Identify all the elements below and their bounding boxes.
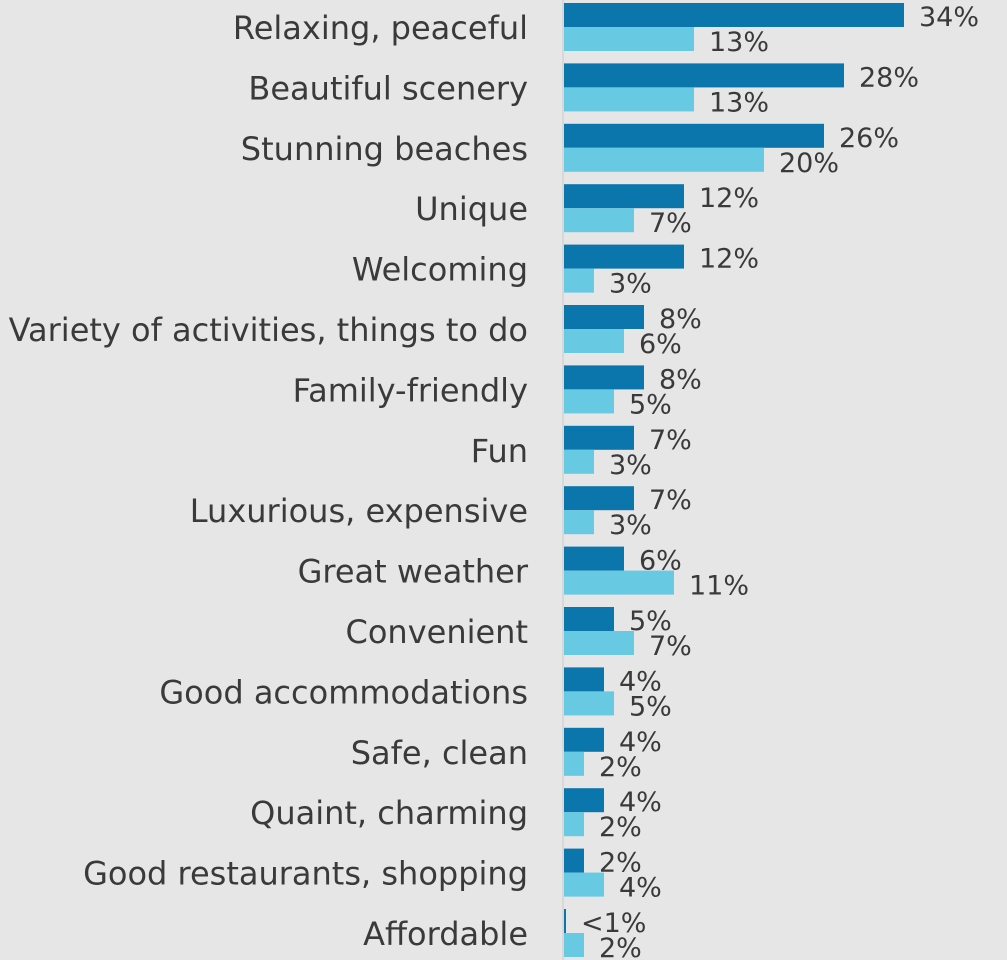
bar-series-1	[564, 848, 584, 873]
value-label-series-1: 5%	[629, 606, 672, 637]
value-label-series-2: 7%	[649, 631, 692, 662]
bar-series-2	[564, 147, 764, 172]
category-label: Variety of activities, things to do	[9, 311, 528, 349]
category-label: Good restaurants, shopping	[83, 855, 528, 893]
bar-series-2	[564, 933, 584, 957]
value-label-series-2: 11%	[689, 571, 749, 602]
value-label-series-2: 6%	[639, 329, 682, 360]
bar-series-1	[564, 667, 604, 692]
value-label-series-2: 3%	[609, 450, 652, 481]
category-label: Relaxing, peaceful	[233, 9, 528, 47]
value-label-series-2: 7%	[649, 208, 692, 239]
value-label-series-2: 20%	[779, 148, 839, 179]
value-label-series-2: 2%	[599, 752, 642, 783]
bar-series-2	[564, 510, 594, 535]
value-label-series-1: 28%	[859, 62, 919, 93]
value-label-series-1: 34%	[919, 2, 979, 33]
category-label: Great weather	[298, 553, 529, 591]
value-label-series-2: 5%	[629, 691, 672, 722]
bar-series-2	[564, 812, 584, 837]
value-label-series-1: 4%	[619, 727, 662, 758]
bars	[564, 3, 904, 957]
bar-series-2	[564, 751, 584, 776]
bar-series-2	[564, 27, 694, 51]
value-label-series-1: 8%	[659, 304, 702, 335]
category-label: Unique	[415, 190, 528, 228]
bar-series-2	[564, 208, 634, 233]
bar-series-1	[564, 305, 644, 329]
value-label-series-1: 4%	[619, 666, 662, 697]
bar-series-1	[564, 727, 604, 752]
category-label: Good accommodations	[159, 673, 528, 711]
value-label-series-2: 3%	[609, 510, 652, 541]
category-label: Fun	[471, 432, 528, 470]
category-label: Affordable	[363, 915, 528, 953]
bar-series-2	[564, 268, 594, 293]
value-label-series-1: 6%	[639, 546, 682, 577]
value-label-series-2: 2%	[599, 933, 642, 960]
category-label: Safe, clean	[351, 734, 528, 772]
value-label-series-1: 12%	[699, 244, 759, 275]
category-label: Family-friendly	[293, 371, 528, 409]
category-labels: Relaxing, peaceful Beautiful scenery Stunn…	[9, 9, 529, 953]
bar-series-1	[564, 123, 824, 148]
bar-series-1	[564, 788, 604, 813]
bar-series-1	[564, 909, 566, 933]
bar-series-2	[564, 872, 604, 897]
value-label-series-1: 4%	[619, 787, 662, 818]
bar-series-1	[564, 3, 904, 27]
value-label-series-1: 2%	[599, 848, 642, 879]
bar-series-1	[564, 184, 684, 209]
value-label-series-1: 12%	[699, 183, 759, 214]
category-label: Convenient	[345, 613, 528, 651]
category-label: Luxurious, expensive	[190, 492, 528, 530]
value-label-series-1: 7%	[649, 485, 692, 516]
bar-series-1	[564, 63, 844, 88]
bar-series-1	[564, 244, 684, 269]
value-label-series-2: 13%	[709, 87, 769, 118]
value-label-series-1: 8%	[659, 364, 702, 395]
value-label-series-2: 5%	[629, 389, 672, 420]
bar-series-1	[564, 365, 644, 390]
bar-series-1	[564, 486, 634, 511]
bar-series-1	[564, 425, 634, 450]
category-label: Welcoming	[352, 251, 528, 289]
bar-series-2	[564, 570, 674, 595]
category-label: Beautiful scenery	[248, 69, 528, 107]
bar-series-1	[564, 546, 624, 571]
bar-series-1	[564, 607, 614, 631]
value-label-series-1: 7%	[649, 425, 692, 456]
bar-series-2	[564, 329, 624, 353]
value-label-series-2: 2%	[599, 812, 642, 843]
bar-series-2	[564, 631, 634, 655]
value-label-series-1: <1%	[581, 908, 646, 939]
value-label-series-2: 3%	[609, 269, 652, 300]
category-label: Quaint, charming	[250, 794, 528, 832]
bar-series-2	[564, 389, 614, 414]
value-label-series-2: 13%	[709, 27, 769, 58]
category-label: Stunning beaches	[241, 130, 528, 168]
value-label-series-2: 4%	[619, 873, 662, 904]
value-label-series-1: 26%	[839, 123, 899, 154]
bar-series-2	[564, 691, 614, 716]
bar-series-2	[564, 87, 694, 112]
bar-series-2	[564, 449, 594, 474]
value-labels: 34%13%28%13%26%20%12%7%12%3%8%6%8%5%7%3%…	[581, 2, 979, 960]
